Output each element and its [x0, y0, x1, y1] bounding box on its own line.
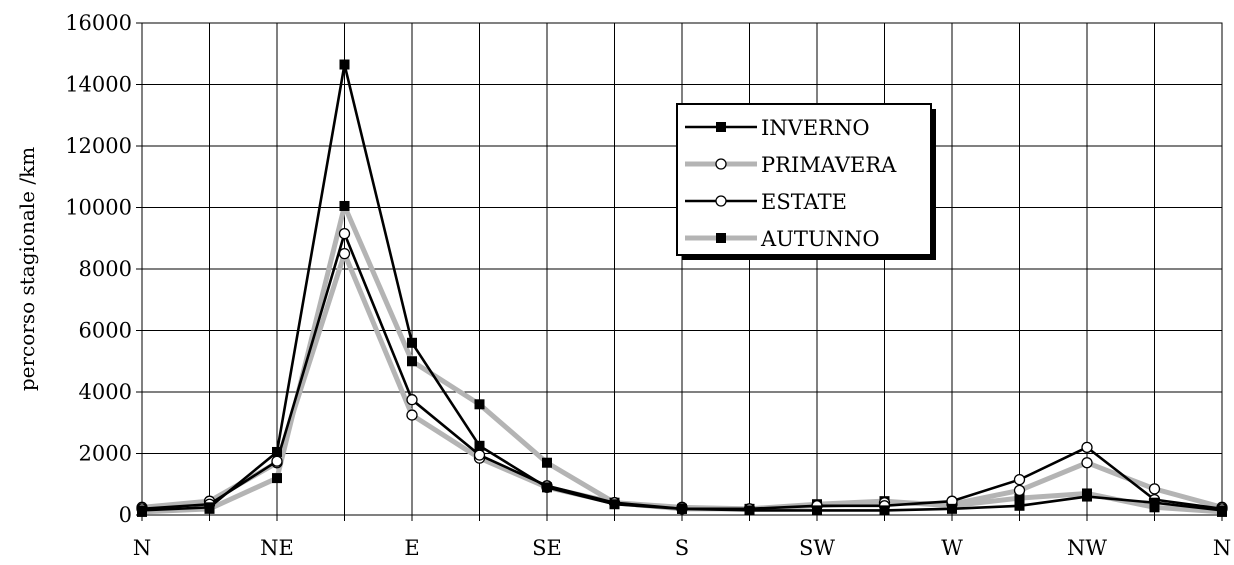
- data-point: [542, 482, 552, 493]
- data-point: [1014, 493, 1025, 504]
- y-tick-label: 8000: [79, 257, 132, 281]
- data-point: [1149, 497, 1160, 508]
- data-point: [1081, 441, 1093, 454]
- data-point: [271, 455, 283, 467]
- grid: [141, 22, 1223, 516]
- data-point: [812, 505, 822, 516]
- data-point: [137, 505, 147, 516]
- y-tick-label: 14000: [65, 73, 132, 97]
- data-point: [407, 337, 417, 348]
- legend-item: INVERNO: [685, 116, 870, 140]
- x-tick-label: N: [1213, 536, 1231, 560]
- data-point: [339, 200, 350, 211]
- data-point: [1148, 483, 1161, 495]
- data-point: [879, 505, 890, 516]
- x-tick-label: NW: [1067, 536, 1107, 560]
- data-point: [338, 247, 351, 260]
- legend-label: PRIMAVERA: [761, 153, 897, 177]
- data-point: [474, 440, 485, 451]
- data-point: [406, 409, 418, 421]
- x-tick-label: SW: [799, 536, 835, 560]
- data-point: [947, 503, 957, 514]
- legend-item: ESTATE: [685, 190, 847, 214]
- y-tick-label: 0: [119, 503, 132, 527]
- legend-item: AUTUNNO: [685, 227, 880, 251]
- data-point: [474, 399, 485, 410]
- data-point: [1013, 473, 1026, 486]
- data-point: [473, 449, 486, 461]
- x-tick-label: W: [941, 536, 963, 560]
- x-tick-label: N: [133, 536, 151, 560]
- y-axis-label: percorso stagionale /km: [15, 147, 39, 391]
- data-point: [406, 394, 418, 406]
- data-point: [542, 457, 552, 468]
- legend-label: ESTATE: [761, 190, 847, 214]
- legend-label: INVERNO: [761, 116, 870, 140]
- data-point: [1013, 484, 1026, 497]
- data-point: [204, 502, 215, 513]
- y-tick-label: 4000: [79, 380, 132, 404]
- data-point: [609, 499, 620, 510]
- y-tick-label: 2000: [79, 442, 132, 466]
- series-inverno: [137, 59, 1227, 516]
- y-tick-label: 16000: [65, 11, 132, 35]
- data-point: [339, 59, 350, 70]
- data-point: [272, 473, 282, 484]
- data-point: [407, 356, 417, 367]
- legend-swatch-marker: [715, 158, 727, 170]
- legend-item: PRIMAVERA: [685, 153, 897, 177]
- data-point: [677, 503, 687, 514]
- data-point: [1082, 491, 1092, 502]
- legend-swatch-marker: [715, 195, 727, 207]
- series-group: [136, 59, 1228, 517]
- data-point: [272, 446, 282, 457]
- legend: INVERNO PRIMAVERA ESTATE AUTUNNO: [676, 103, 936, 260]
- x-tick-label: SE: [532, 536, 562, 560]
- y-tick-label: 10000: [65, 196, 132, 220]
- x-tick-label: E: [404, 536, 419, 560]
- legend-swatch-marker: [716, 233, 726, 243]
- x-tick-label: NE: [260, 536, 294, 560]
- x-tick-label: S: [675, 536, 689, 560]
- legend-swatch-marker: [716, 122, 726, 132]
- data-point: [338, 227, 351, 240]
- y-tick-label: 12000: [65, 134, 132, 158]
- data-point: [1217, 505, 1227, 516]
- data-point: [1014, 500, 1025, 511]
- data-point: [744, 505, 755, 516]
- data-point: [1081, 457, 1093, 469]
- y-tick-label: 6000: [79, 319, 132, 343]
- legend-label: AUTUNNO: [760, 227, 880, 251]
